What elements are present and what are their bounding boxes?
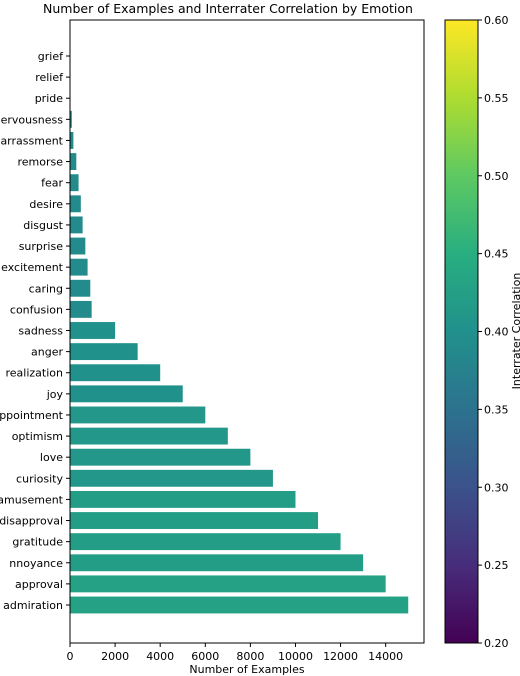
y-tick-label: surprise (19, 240, 64, 253)
y-tick-label: desire (29, 198, 63, 211)
bar-amusement (70, 490, 296, 508)
bar-caring (70, 279, 91, 297)
y-tick-label: joy (46, 388, 64, 401)
bar-anger (70, 343, 138, 361)
x-ticks: 0 2000 4000 6000 8000 10000 12000 14000 (67, 643, 403, 663)
y-tick-label: remorse (17, 156, 63, 169)
colorbar-tick-label: 0.55 (484, 92, 509, 105)
y-tick-label: anger (31, 346, 63, 359)
colorbar-tick-label: 0.60 (484, 14, 509, 27)
y-tick-label: relief (35, 71, 64, 84)
colorbar-tick-label: 0.20 (484, 637, 509, 650)
bar-confusion (70, 300, 92, 318)
bar-annoyance (70, 554, 364, 572)
bars-group (70, 110, 409, 614)
y-tick-label: optimism (12, 430, 63, 443)
y-tick-label: fear (41, 177, 63, 190)
colorbar-ticks: 0.20 0.25 0.30 0.35 0.40 0.45 0.50 0.55 0.60 (478, 14, 509, 650)
bar-remorse (70, 153, 77, 171)
y-tick-label: disapproval (0, 515, 63, 528)
colorbar-tick-label: 0.35 (484, 403, 509, 416)
y-tick-label: nnoyance (9, 557, 63, 570)
bar-optimism (70, 427, 228, 445)
colorbar (444, 19, 479, 644)
y-tick-label: confusion (10, 303, 63, 316)
bar-approval (70, 575, 386, 593)
bar-disapproval (70, 512, 319, 529)
y-tick-label: curiosity (16, 472, 63, 485)
bar-admiration (70, 596, 409, 614)
y-tick-label: love (40, 451, 63, 464)
bar-joy (70, 385, 183, 403)
y-tick-label: caring (29, 282, 63, 295)
y-tick-label: grief (38, 50, 64, 63)
y-tick-label: sadness (18, 325, 63, 338)
colorbar-tick-label: 0.50 (484, 170, 509, 183)
colorbar-tick-label: 0.30 (484, 481, 509, 494)
y-tick-label: realization (6, 367, 64, 380)
colorbar-label: Interrater Correlation (510, 273, 520, 390)
y-tick-label: admiration (3, 599, 63, 612)
x-axis-label: Number of Examples (189, 663, 305, 676)
x-tick-label: 12000 (323, 650, 358, 663)
y-tick-label: amusement (0, 493, 64, 506)
colorbar-tick-label: 0.45 (484, 248, 509, 261)
y-tick-labels: grief relief pride ervousness arrassment remo… (0, 50, 70, 612)
y-tick-label: excitement (1, 261, 64, 274)
chart-title: Number of Examples and Interrater Correl… (43, 1, 413, 16)
bar-desire (70, 195, 81, 213)
y-tick-label: approval (15, 578, 63, 591)
x-tick-label: 2000 (101, 650, 129, 663)
bar-curiosity (70, 469, 273, 487)
bar-disgust (70, 216, 83, 234)
bar-nervousness (70, 110, 72, 128)
bar-gratitude (70, 533, 341, 551)
y-tick-label: ppointment (0, 409, 64, 422)
colorbar-tick-label: 0.25 (484, 559, 509, 572)
y-tick-label: gratitude (12, 536, 63, 549)
plot-frame (69, 19, 425, 644)
x-tick-label: 14000 (368, 650, 403, 663)
bar-love (70, 448, 251, 466)
x-tick-label: 10000 (278, 650, 313, 663)
bar-excitement (70, 258, 88, 276)
bar-sadness (70, 322, 116, 339)
bar-disappointment (70, 406, 206, 424)
y-tick-label: pride (35, 92, 64, 105)
x-tick-label: 4000 (146, 650, 174, 663)
x-tick-label: 0 (67, 650, 74, 663)
bar-realization (70, 364, 161, 382)
x-tick-label: 8000 (236, 650, 264, 663)
bar-fear (70, 174, 79, 192)
bar-embarrassment (70, 132, 74, 149)
bar-surprise (70, 237, 86, 255)
x-tick-label: 6000 (191, 650, 219, 663)
y-tick-label: ervousness (1, 113, 64, 126)
colorbar-tick-label: 0.40 (484, 326, 509, 339)
y-tick-label: arrassment (0, 134, 63, 147)
y-tick-label: disgust (23, 219, 63, 232)
